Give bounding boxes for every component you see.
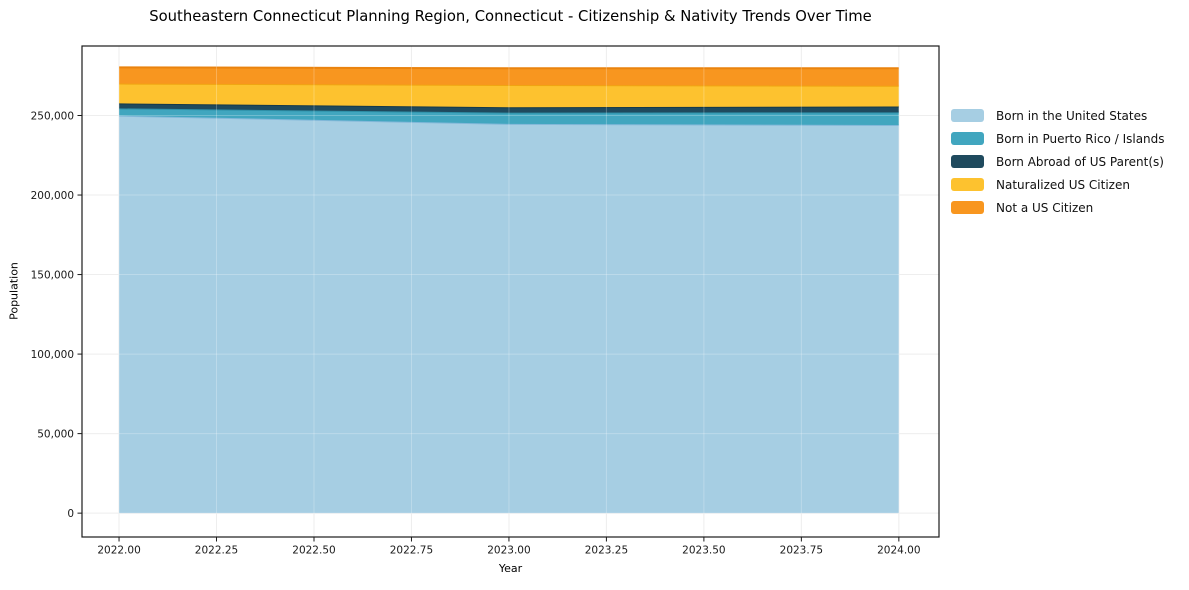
y-tick-label: 0 [67,508,74,520]
legend-swatch-icon [951,155,984,168]
area-naturalized-us-citizen [119,83,899,108]
plot-border [81,45,940,538]
y-tick-label: 150,000 [31,269,74,281]
legend-swatch-icon [951,178,984,191]
legend-label: Born in the United States [996,108,1148,123]
gridlines-overlay [82,46,939,537]
x-tick-label: 2022.50 [292,545,335,557]
area-not-a-us-citizen [119,67,899,86]
x-tick-label: 2022.75 [390,545,433,557]
legend-item-born-in-the-united-states: Born in the United States [951,104,1165,127]
tick-marks [77,115,900,542]
x-tick-label: 2023.75 [780,545,823,557]
plot-frame [81,45,940,538]
legend-item-born-abroad-of-us-parent-s: Born Abroad of US Parent(s) [951,150,1165,173]
area-edge-not-a-us-citizen [119,66,899,70]
x-tick-label: 2023.00 [487,545,530,557]
x-tick-label: 2023.50 [682,545,725,557]
y-tick-label: 200,000 [31,190,74,202]
y-tick-label: 100,000 [31,349,74,361]
x-tick-label: 2022.25 [195,545,238,557]
legend-label: Born in Puerto Rico / Islands [996,131,1165,146]
legend: Born in the United States Born in Puerto … [951,104,1165,219]
x-tick-label: 2023.25 [585,545,628,557]
legend-label: Not a US Citizen [996,200,1094,215]
legend-item-not-a-us-citizen: Not a US Citizen [951,196,1165,219]
y-axis-label: Population [7,262,21,320]
chart-title: Southeastern Connecticut Planning Region… [149,8,872,25]
y-tick-label: 50,000 [37,428,74,440]
x-axis-label: Year [498,562,523,575]
x-tick-label: 2024.00 [877,545,920,557]
legend-swatch-icon [951,201,984,214]
x-tick-label: 2022.00 [97,545,140,557]
legend-label: Naturalized US Citizen [996,177,1130,192]
legend-label: Born Abroad of US Parent(s) [996,154,1164,169]
legend-item-naturalized-us-citizen: Naturalized US Citizen [951,173,1165,196]
stacked-areas [119,66,899,514]
area-born-in-the-united-states [119,115,899,514]
y-tick-label: 250,000 [31,110,74,122]
legend-swatch-icon [951,132,984,145]
tick-labels: 2022.00 2022.25 2022.50 2022.75 2023.00 2023.… [31,110,921,556]
legend-item-born-in-puerto-rico-islands: Born in Puerto Rico / Islands [951,127,1165,150]
legend-swatch-icon [951,109,984,122]
